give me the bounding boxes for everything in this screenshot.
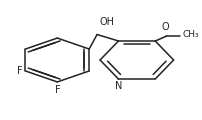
Text: OH: OH xyxy=(99,17,114,27)
Text: N: N xyxy=(114,81,122,91)
Text: F: F xyxy=(54,85,60,95)
Text: O: O xyxy=(161,22,168,32)
Text: F: F xyxy=(17,66,22,76)
Text: CH₃: CH₃ xyxy=(181,30,198,39)
